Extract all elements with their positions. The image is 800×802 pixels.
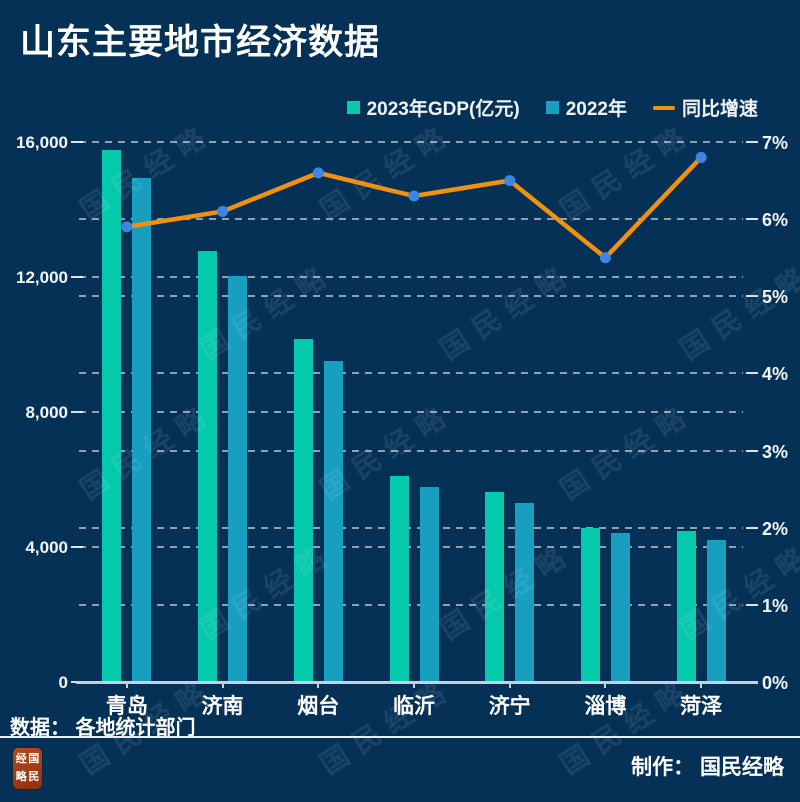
right-axis-tick bbox=[746, 526, 758, 529]
gridline-left-4000 bbox=[79, 546, 743, 548]
seal-char: 经 bbox=[15, 752, 27, 765]
right-axis-label: 4% bbox=[762, 364, 789, 385]
credit-note: 制作： 国民经略 bbox=[631, 756, 784, 779]
bar-2023-青岛 bbox=[102, 150, 122, 682]
publisher-seal-logo: 经 国 略 民 bbox=[13, 748, 42, 789]
right-axis-label: 2% bbox=[762, 518, 789, 539]
bar-2022-菏泽 bbox=[706, 540, 726, 682]
gridline-right-7pct bbox=[79, 141, 743, 143]
left-axis-label: 16,000 bbox=[16, 133, 68, 152]
right-axis-label: 5% bbox=[762, 287, 789, 308]
gridline-right-3pct bbox=[79, 449, 743, 452]
gridline-left-12000 bbox=[79, 276, 743, 278]
category-label-临沂: 临沂 bbox=[392, 695, 435, 718]
left-axis-label: 12,000 bbox=[16, 268, 68, 287]
category-tick bbox=[508, 683, 511, 688]
x-axis-baseline bbox=[76, 681, 758, 684]
bar-2022-烟台 bbox=[323, 360, 343, 682]
seal-char: 略 bbox=[15, 771, 27, 784]
right-axis-tick bbox=[746, 449, 758, 452]
growth-point-济南 bbox=[217, 205, 229, 217]
right-axis-label: 7% bbox=[762, 133, 789, 153]
legend-swatch-2022-icon bbox=[545, 101, 559, 114]
legend-line-marker-icon bbox=[652, 105, 675, 110]
bar-2022-淄博 bbox=[610, 533, 630, 682]
seal-char: 民 bbox=[28, 771, 40, 784]
right-axis-label: 3% bbox=[762, 441, 789, 462]
category-tick bbox=[221, 683, 224, 688]
left-axis-tick bbox=[71, 546, 83, 548]
category-label-烟台: 烟台 bbox=[297, 695, 340, 718]
right-axis-tick bbox=[746, 141, 758, 143]
legend-item-gdp-2022: 2022年 bbox=[545, 94, 627, 121]
right-axis-tick bbox=[746, 372, 758, 375]
bar-2022-青岛 bbox=[132, 178, 152, 682]
legend-label-2023: 2023年GDP(亿元) bbox=[366, 99, 520, 120]
legend-item-gdp-2023: 2023年GDP(亿元) bbox=[346, 94, 520, 121]
gridline-right-5pct bbox=[79, 295, 743, 298]
growth-point-菏泽 bbox=[695, 151, 707, 163]
growth-line-chart bbox=[121, 151, 707, 264]
bar-2023-菏泽 bbox=[676, 531, 696, 682]
category-tick bbox=[125, 683, 128, 688]
gridline-right-6pct bbox=[79, 218, 743, 221]
bar-2023-临沂 bbox=[389, 475, 409, 682]
left-axis-tick bbox=[71, 141, 83, 143]
category-tick bbox=[604, 683, 607, 688]
growth-point-临沂 bbox=[408, 190, 420, 202]
category-label-青岛: 青岛 bbox=[105, 695, 148, 718]
left-axis-label: 8,000 bbox=[25, 403, 68, 422]
right-axis-label: 1% bbox=[762, 595, 789, 616]
watermark-text: 国民经略 bbox=[314, 671, 460, 781]
left-axis-tick bbox=[71, 276, 83, 278]
right-axis-tick bbox=[746, 603, 758, 606]
legend-label-2022: 2022年 bbox=[565, 99, 627, 120]
category-tick bbox=[317, 683, 320, 688]
bar-2022-济宁 bbox=[515, 502, 535, 682]
bar-2023-淄博 bbox=[580, 528, 600, 682]
right-axis-tick bbox=[746, 218, 758, 221]
left-axis-label: 4,000 bbox=[25, 538, 68, 557]
left-axis-tick bbox=[71, 411, 83, 413]
data-source-note: 数据： 各地统计部门 bbox=[10, 717, 196, 739]
seal-char: 国 bbox=[28, 752, 40, 765]
growth-point-青岛 bbox=[121, 221, 133, 233]
bar-2022-济南 bbox=[228, 276, 248, 682]
category-label-济宁: 济宁 bbox=[488, 695, 531, 718]
gridline-right-2pct bbox=[79, 526, 743, 529]
category-label-菏泽: 菏泽 bbox=[680, 695, 723, 718]
bar-2022-临沂 bbox=[419, 486, 439, 682]
gridline-left-8000 bbox=[79, 411, 743, 413]
gridline-right-4pct bbox=[79, 372, 743, 375]
category-label-济南: 济南 bbox=[201, 695, 244, 718]
category-tick bbox=[413, 683, 415, 688]
right-axis-label: 6% bbox=[762, 210, 789, 231]
legend: 2023年GDP(亿元) 2022年 同比增速 bbox=[346, 94, 758, 121]
growth-point-烟台 bbox=[312, 167, 324, 179]
legend-swatch-2023-icon bbox=[346, 101, 360, 114]
growth-line bbox=[124, 155, 704, 260]
bar-2023-烟台 bbox=[293, 339, 313, 682]
category-label-淄博: 淄博 bbox=[584, 695, 627, 718]
footer-divider bbox=[0, 736, 800, 738]
bar-2023-济宁 bbox=[485, 492, 505, 682]
gridline-right-1pct bbox=[79, 603, 743, 606]
legend-label-growth: 同比增速 bbox=[681, 99, 758, 120]
bar-2023-济南 bbox=[198, 251, 218, 682]
category-tick bbox=[700, 683, 703, 688]
legend-item-growth: 同比增速 bbox=[652, 94, 758, 121]
growth-point-济宁 bbox=[504, 175, 516, 187]
page-title: 山东主要地市经济数据 bbox=[20, 23, 381, 62]
right-axis-label: 0% bbox=[762, 673, 789, 693]
right-axis-tick bbox=[746, 295, 758, 298]
growth-point-淄博 bbox=[599, 252, 611, 264]
left-axis-label: 0 bbox=[58, 673, 68, 692]
